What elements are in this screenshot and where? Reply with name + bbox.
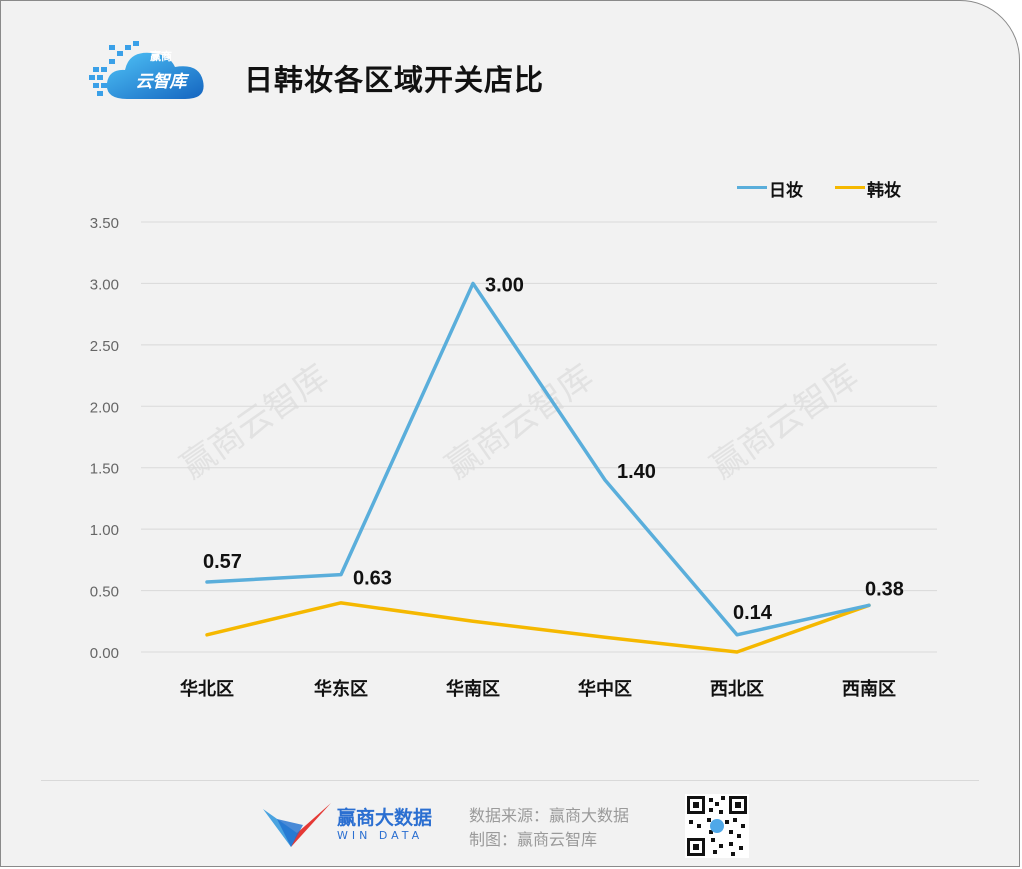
x-category-label: 西北区 [710, 679, 764, 700]
data-label: 0.38 [865, 578, 904, 600]
legend-swatch [737, 186, 767, 189]
footer-divider [41, 780, 979, 781]
source-text: 数据来源：赢商大数据 制图：赢商云智库 [469, 804, 629, 852]
cloud-logo-icon [89, 41, 204, 99]
brand-name: 赢商大数据 [337, 807, 433, 829]
made-by-line: 制图：赢商云智库 [469, 830, 598, 849]
legend-swatch [835, 186, 865, 189]
y-tick-label: 1.50 [90, 461, 119, 478]
y-tick-label: 2.00 [90, 399, 119, 416]
y-tick-label: 0.50 [90, 584, 119, 601]
logo-top-text: 赢商 [150, 50, 172, 63]
y-tick-label: 3.00 [90, 276, 119, 293]
data-source-line: 数据来源：赢商大数据 [469, 806, 630, 825]
brand-sub: WIN DATA [337, 829, 424, 842]
x-category-label: 华南区 [446, 678, 500, 700]
legend-label: 日妆 [769, 181, 803, 201]
legend-label: 韩妆 [867, 181, 901, 201]
y-tick-label: 1.00 [90, 522, 119, 539]
y-tick-label: 2.50 [90, 338, 119, 355]
logo-text: 赢商 云智库 [121, 48, 201, 92]
x-category-label: 西南区 [842, 678, 896, 700]
logo-bottom-text: 云智库 [135, 72, 187, 92]
data-label: 0.63 [353, 568, 392, 590]
data-label: 1.40 [617, 461, 656, 483]
line-chart: 赢商云智库 赢商云智库 赢商云智库0.000.501.001.502.002.503… [90, 215, 937, 700]
data-label: 0.57 [203, 551, 242, 573]
x-category-label: 华东区 [314, 678, 368, 700]
data-label: 0.14 [733, 602, 773, 624]
qr-code-icon [685, 794, 749, 858]
y-tick-label: 3.50 [90, 215, 119, 232]
x-category-label: 华北区 [180, 678, 234, 700]
x-category-label: 华中区 [578, 678, 632, 700]
series-line-ri [205, 281, 871, 637]
chart-title: 日韩妆各区域开关店比 [244, 63, 545, 97]
series-line-han [205, 601, 871, 654]
windata-logo-icon [263, 803, 331, 847]
data-label: 3.00 [485, 274, 524, 296]
y-tick-label: 0.00 [90, 645, 119, 662]
